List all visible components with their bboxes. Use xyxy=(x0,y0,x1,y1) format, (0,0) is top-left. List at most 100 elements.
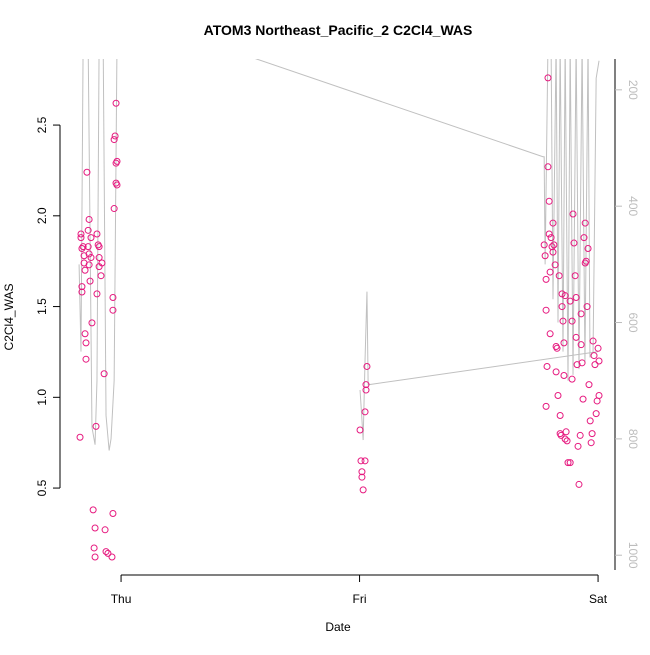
point xyxy=(568,317,576,325)
point xyxy=(570,239,578,247)
point xyxy=(95,243,103,251)
point xyxy=(589,337,597,345)
point xyxy=(87,254,95,262)
point xyxy=(359,486,367,494)
point xyxy=(561,292,569,300)
point xyxy=(583,303,591,311)
point xyxy=(98,259,106,267)
point xyxy=(90,544,98,552)
point xyxy=(358,468,366,476)
point xyxy=(547,234,555,242)
point xyxy=(95,254,103,262)
point xyxy=(109,293,117,301)
point xyxy=(91,524,99,532)
point xyxy=(571,272,579,280)
y-axis-label: C2Cl4_WAS xyxy=(2,284,16,351)
point xyxy=(543,362,551,370)
point xyxy=(85,215,93,223)
x-tick-label: Fri xyxy=(353,592,367,606)
point xyxy=(109,509,117,517)
point xyxy=(86,277,94,285)
point xyxy=(85,250,93,258)
point xyxy=(577,310,585,318)
y-tick-label: 1.0 xyxy=(35,389,49,406)
point xyxy=(91,553,99,561)
point xyxy=(552,368,560,376)
point xyxy=(572,293,580,301)
point xyxy=(84,226,92,234)
point xyxy=(581,219,589,227)
point xyxy=(100,370,108,378)
point xyxy=(110,136,118,144)
point xyxy=(85,261,93,269)
point xyxy=(590,352,598,360)
x-tick-label: Thu xyxy=(111,592,132,606)
point xyxy=(541,252,549,260)
point xyxy=(83,168,91,176)
point xyxy=(557,431,565,439)
y-tick-label: 2.0 xyxy=(35,207,49,224)
point xyxy=(549,219,557,227)
point xyxy=(78,288,86,296)
point xyxy=(575,480,583,488)
point xyxy=(102,548,110,556)
y2-tick-label: 1000 xyxy=(626,542,640,569)
point xyxy=(78,283,86,291)
point xyxy=(551,261,559,269)
y-tick-label: 2.5 xyxy=(35,116,49,133)
x-axis-label: Date xyxy=(325,620,351,634)
point xyxy=(77,234,85,242)
point xyxy=(93,230,101,238)
point xyxy=(568,375,576,383)
point xyxy=(546,330,554,338)
point xyxy=(550,241,558,249)
point xyxy=(104,549,112,557)
point xyxy=(93,290,101,298)
point xyxy=(555,272,563,280)
point xyxy=(109,306,117,314)
point xyxy=(82,355,90,363)
y2-tick-label: 800 xyxy=(626,429,640,449)
point xyxy=(562,428,570,436)
point xyxy=(545,230,553,238)
point xyxy=(76,433,84,441)
point xyxy=(113,157,121,165)
point xyxy=(540,241,548,249)
point xyxy=(77,230,85,238)
point xyxy=(579,395,587,403)
point xyxy=(88,319,96,327)
y-tick-label: 1.5 xyxy=(35,298,49,315)
y2-tick-label: 400 xyxy=(626,196,640,216)
chart-title: ATOM3 Northeast_Pacific_2 C2Cl4_WAS xyxy=(204,22,473,38)
point xyxy=(594,344,602,352)
point xyxy=(576,431,584,439)
point xyxy=(558,303,566,311)
point xyxy=(81,266,89,274)
point xyxy=(79,243,87,251)
point xyxy=(361,457,369,465)
point xyxy=(582,257,590,265)
point xyxy=(112,99,120,107)
point xyxy=(591,361,599,369)
plot-area xyxy=(76,59,603,561)
point xyxy=(572,333,580,341)
point xyxy=(560,372,568,380)
y2-tick-label: 600 xyxy=(626,313,640,333)
point xyxy=(97,272,105,280)
point xyxy=(584,244,592,252)
point xyxy=(542,402,550,410)
point xyxy=(574,442,582,450)
point xyxy=(87,234,95,242)
y-tick-label: 0.5 xyxy=(35,479,49,496)
point xyxy=(592,410,600,418)
point xyxy=(569,210,577,218)
point xyxy=(362,381,370,389)
point xyxy=(580,234,588,242)
point xyxy=(81,330,89,338)
point xyxy=(556,411,564,419)
point xyxy=(78,244,86,252)
point xyxy=(564,459,572,467)
point xyxy=(82,339,90,347)
